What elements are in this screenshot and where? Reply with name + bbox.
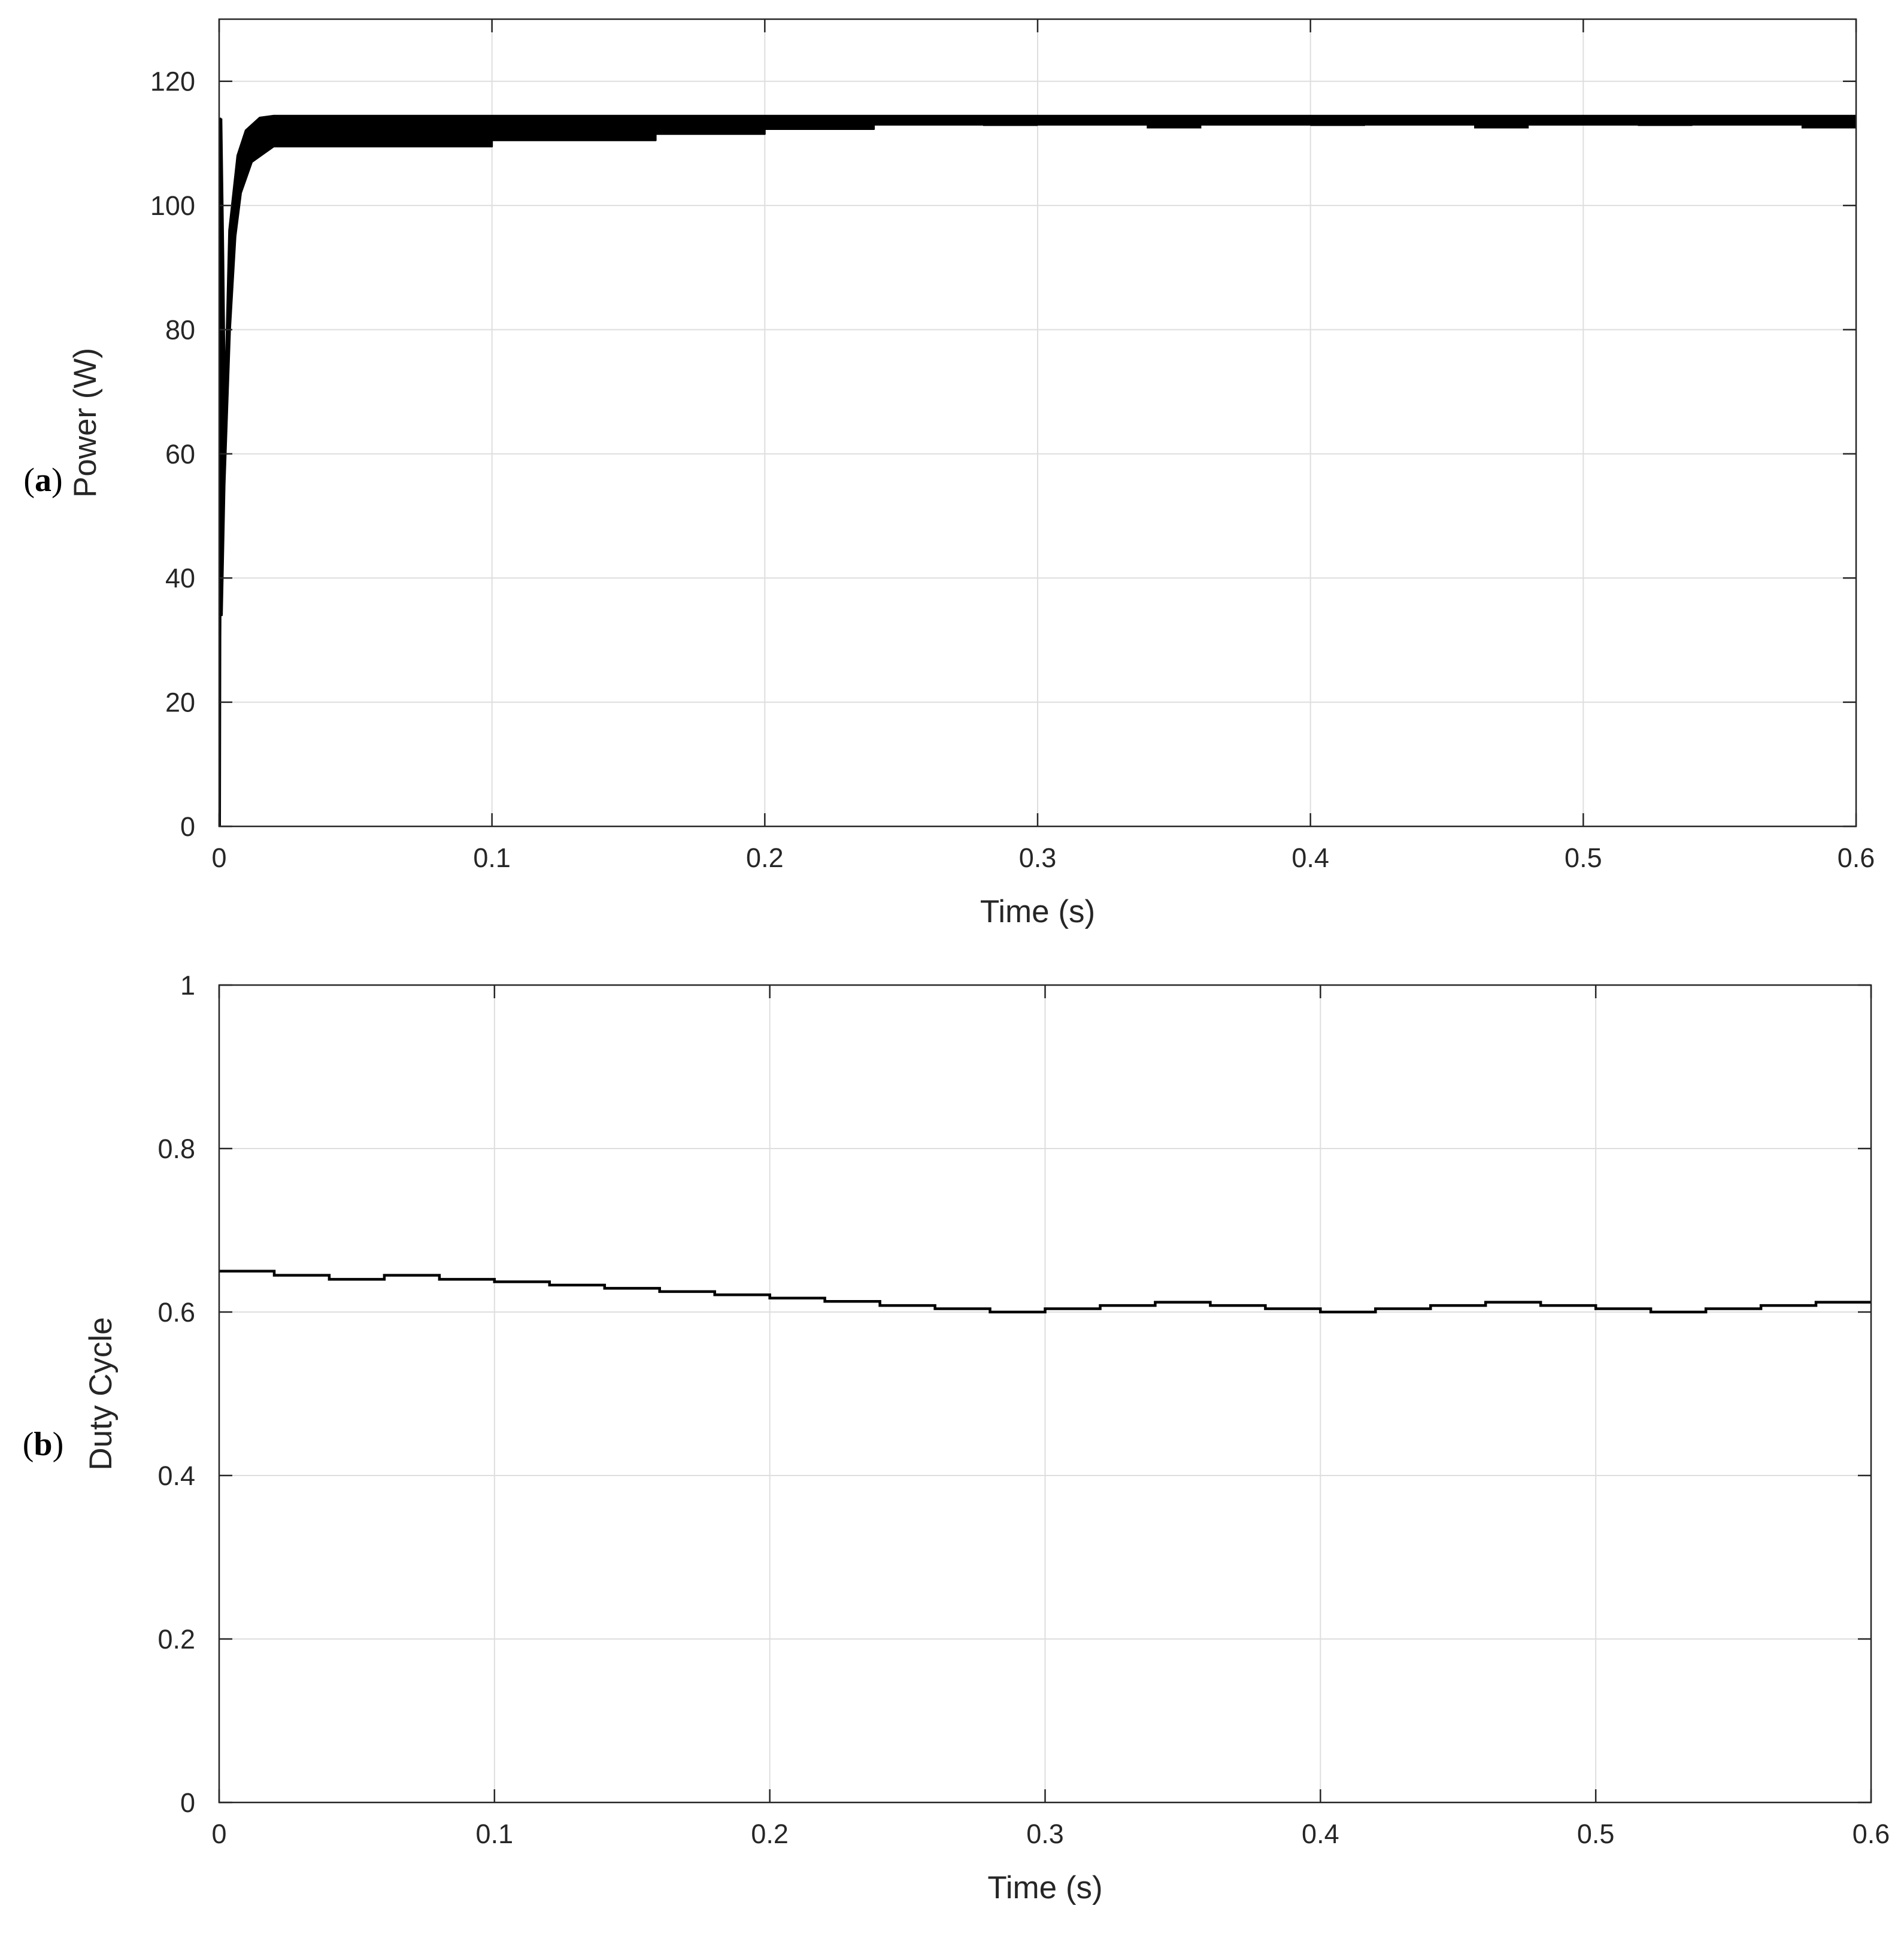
power-chart-y-tick-label: 20 [165, 687, 195, 718]
power-dip-segment [1474, 125, 1529, 129]
duty-cycle-chart-x-tick-label: 0.3 [1026, 1819, 1064, 1849]
power-chart-x-tick-label: 0.3 [1019, 843, 1057, 873]
power-chart-y-tick-label: 120 [150, 66, 195, 97]
panel-label-b-open: ( [23, 1426, 34, 1463]
power-dip-segment [983, 125, 1038, 126]
power-chart: 0 0.1 0.2 0.3 0.4 0.5 0.6 0 20 40 60 80 100 120 Time … [23, 18, 1875, 929]
panel-label-a-close: ) [51, 462, 63, 499]
duty-cycle-chart-grid [219, 985, 1871, 1802]
power-chart-y-tick-label: 100 [150, 190, 195, 221]
duty-cycle-chart-plot-area [219, 1270, 1871, 1314]
duty-cycle-line [219, 1270, 1871, 1314]
power-dip-segment [1801, 125, 1856, 129]
power-chart-y-axis-label: Power (W) [68, 348, 103, 498]
duty-cycle-chart-x-tick-label: 0.5 [1577, 1819, 1615, 1849]
power-chart-ticks: 0 0.1 0.2 0.3 0.4 0.5 0.6 0 20 40 60 80 100 120 [150, 19, 1875, 873]
power-chart-y-tick-label: 0 [180, 811, 195, 842]
power-chart-plot-area [219, 114, 1856, 826]
power-chart-x-tick-label: 0.2 [746, 843, 784, 873]
duty-cycle-chart-x-tick-label: 0.4 [1302, 1819, 1339, 1849]
power-chart-grid [219, 19, 1856, 826]
power-chart-y-tick-label: 60 [165, 439, 195, 469]
duty-cycle-chart-y-axis-label: Duty Cycle [83, 1317, 119, 1470]
panel-label-b-letter: b [34, 1426, 52, 1463]
power-chart-y-tick-label: 40 [165, 563, 195, 593]
panel-label-a-open: ( [23, 462, 35, 499]
panel-label-b: (b) [23, 1426, 63, 1463]
duty-cycle-chart-y-tick-label: 0.6 [157, 1297, 195, 1328]
power-chart-x-tick-label: 0.5 [1565, 843, 1602, 873]
duty-cycle-chart: 0 0.1 0.2 0.3 0.4 0.5 0.6 0 0.2 0.4 0.6 0.8 1 Time (… [23, 970, 1890, 1905]
panel-label-a: (a) [23, 462, 62, 499]
power-chart-x-tick-label: 0.1 [473, 843, 511, 873]
power-dip-segment [1310, 125, 1365, 126]
power-chart-x-tick-label: 0.4 [1291, 843, 1329, 873]
duty-cycle-chart-y-tick-label: 0.8 [157, 1134, 195, 1164]
power-dip-segment [1147, 125, 1202, 129]
duty-cycle-chart-y-tick-label: 1 [180, 970, 195, 1001]
power-chart-x-axis-label: Time (s) [980, 894, 1095, 929]
power-upper-envelope [219, 114, 1856, 826]
power-chart-x-tick-label: 0 [211, 843, 226, 873]
duty-cycle-chart-ticks: 0 0.1 0.2 0.3 0.4 0.5 0.6 0 0.2 0.4 0.6 0.8 1 [157, 970, 1890, 1849]
power-chart-x-tick-label: 0.6 [1838, 843, 1875, 873]
duty-cycle-chart-y-tick-label: 0 [180, 1787, 195, 1818]
duty-cycle-chart-x-tick-label: 0.2 [751, 1819, 789, 1849]
duty-cycle-chart-x-tick-label: 0 [211, 1819, 226, 1849]
duty-cycle-chart-y-tick-label: 0.2 [157, 1624, 195, 1655]
duty-cycle-chart-x-tick-label: 0.1 [476, 1819, 514, 1849]
duty-cycle-chart-x-tick-label: 0.6 [1853, 1819, 1890, 1849]
duty-cycle-chart-x-axis-label: Time (s) [987, 1870, 1102, 1905]
panel-label-a-letter: a [35, 462, 51, 499]
duty-cycle-chart-y-tick-label: 0.4 [157, 1461, 195, 1491]
power-chart-y-tick-label: 80 [165, 314, 195, 345]
power-dip-segment [1638, 125, 1693, 126]
panel-label-b-close: ) [53, 1426, 64, 1463]
